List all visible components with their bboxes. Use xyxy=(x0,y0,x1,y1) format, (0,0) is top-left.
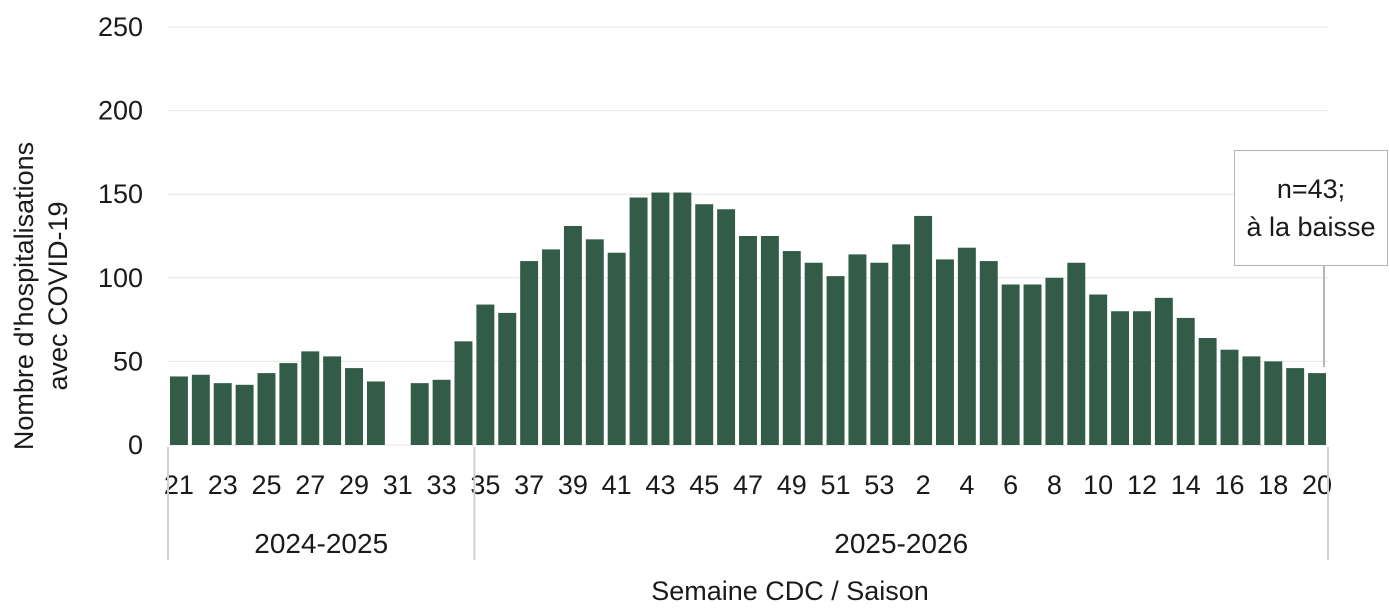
bar xyxy=(345,368,364,445)
x-tick-label: 29 xyxy=(339,470,369,500)
season-label: 2025-2026 xyxy=(834,528,968,559)
bar xyxy=(760,236,779,445)
bar xyxy=(1132,311,1151,445)
x-axis-title: Semaine CDC / Saison xyxy=(651,576,929,603)
bar xyxy=(979,261,998,445)
bar xyxy=(235,384,254,445)
bar xyxy=(695,204,714,445)
bar xyxy=(301,351,320,445)
bar xyxy=(542,249,560,445)
x-tick-label: 39 xyxy=(558,470,588,500)
bar xyxy=(169,376,188,445)
y-axis-title-line2: avec COVID-19 xyxy=(43,201,73,390)
x-axis-ticks: 21 23 25 27 29 31 33 35 37 39 41 43 45 47 49 51 53 2 4 6 8 10… xyxy=(164,470,1332,500)
x-tick-label: 31 xyxy=(383,470,413,500)
y-tick-label: 200 xyxy=(98,96,143,126)
x-tick-label: 14 xyxy=(1171,470,1201,500)
bar xyxy=(1023,284,1042,445)
y-axis-ticks: 0 50 100 150 200 250 xyxy=(98,12,143,460)
bar xyxy=(1111,311,1130,445)
y-tick-label: 250 xyxy=(98,12,143,42)
bar xyxy=(279,363,298,445)
bar xyxy=(520,261,539,445)
bar xyxy=(432,379,451,445)
bar xyxy=(476,304,495,445)
x-tick-label: 16 xyxy=(1214,470,1244,500)
bar xyxy=(673,192,692,445)
bar xyxy=(257,373,276,445)
bar xyxy=(410,383,429,445)
bar xyxy=(739,236,757,445)
bar xyxy=(366,381,385,445)
x-tick-label: 12 xyxy=(1127,470,1157,500)
y-tick-label: 150 xyxy=(98,179,143,209)
bar xyxy=(892,244,911,445)
bar xyxy=(1220,349,1239,445)
bar xyxy=(213,383,232,445)
bar xyxy=(1198,337,1217,445)
bar xyxy=(848,254,867,445)
x-tick-label: 10 xyxy=(1083,470,1113,500)
bar xyxy=(782,251,801,445)
annotation-line-1: n=43; xyxy=(1276,174,1346,204)
bar xyxy=(191,374,210,445)
bar xyxy=(717,209,736,445)
bars xyxy=(169,192,1327,445)
bar xyxy=(498,312,517,445)
y-tick-label: 0 xyxy=(128,430,143,460)
bar xyxy=(629,197,648,445)
bar xyxy=(826,276,845,445)
y-tick-label: 100 xyxy=(98,263,143,293)
x-tick-label: 23 xyxy=(208,470,238,500)
bar xyxy=(585,239,604,445)
x-tick-label: 47 xyxy=(733,470,763,500)
bar xyxy=(1089,294,1108,445)
x-tick-label: 53 xyxy=(864,470,894,500)
bar xyxy=(454,341,473,445)
x-tick-label: 45 xyxy=(689,470,719,500)
x-tick-label: 51 xyxy=(821,470,851,500)
x-tick-label: 18 xyxy=(1258,470,1288,500)
bar xyxy=(1045,277,1064,445)
bar xyxy=(607,252,626,445)
bar xyxy=(563,225,582,445)
season-label: 2024-2025 xyxy=(254,528,388,559)
x-tick-label: 33 xyxy=(427,470,457,500)
bar xyxy=(936,259,954,445)
bar xyxy=(1242,356,1261,445)
bar xyxy=(651,192,670,445)
x-tick-label: 49 xyxy=(777,470,807,500)
bar xyxy=(323,356,342,445)
bar xyxy=(1264,361,1283,445)
bar xyxy=(914,215,933,445)
bar xyxy=(804,262,823,445)
bar xyxy=(1176,317,1195,445)
y-axis-title: Nombre d'hospitalisations xyxy=(9,142,39,450)
bar xyxy=(1067,262,1086,445)
bar xyxy=(957,247,976,445)
x-tick-label: 27 xyxy=(295,470,325,500)
x-tick-label: 43 xyxy=(645,470,675,500)
bar xyxy=(1286,368,1305,445)
annotation-callout: n=43; à la baisse xyxy=(1234,150,1388,266)
x-tick-label: 2 xyxy=(916,470,931,500)
season-groups: 2024-2025 2025-2026 xyxy=(167,447,1329,560)
x-tick-label: 6 xyxy=(1003,470,1018,500)
y-tick-label: 50 xyxy=(113,346,143,376)
bar xyxy=(1001,284,1020,445)
x-tick-label: 41 xyxy=(602,470,632,500)
bar xyxy=(1308,373,1327,445)
bar xyxy=(1154,297,1173,445)
x-tick-label: 37 xyxy=(514,470,544,500)
x-tick-label: 4 xyxy=(959,470,974,500)
x-tick-label: 25 xyxy=(251,470,281,500)
x-tick-label: 8 xyxy=(1047,470,1062,500)
bar xyxy=(870,262,889,445)
annotation-line-2: à la baisse xyxy=(1246,212,1376,242)
